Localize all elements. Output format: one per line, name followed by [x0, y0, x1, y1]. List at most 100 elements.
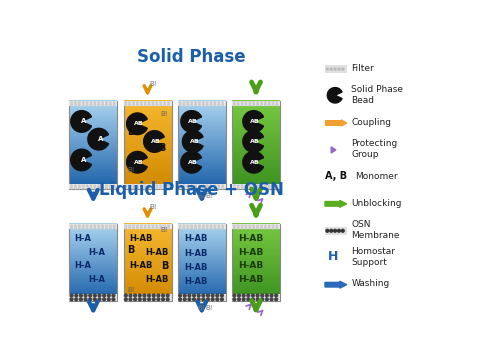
Bar: [232, 171, 280, 174]
Bar: [123, 273, 172, 276]
Wedge shape: [243, 131, 264, 152]
Circle shape: [70, 294, 73, 297]
Bar: [123, 134, 172, 136]
Circle shape: [168, 104, 169, 106]
Circle shape: [106, 228, 107, 229]
Bar: [232, 260, 280, 262]
Circle shape: [187, 185, 188, 186]
Circle shape: [191, 104, 192, 106]
Text: B!: B!: [161, 226, 168, 233]
Bar: [232, 140, 280, 143]
Circle shape: [216, 298, 218, 301]
Circle shape: [89, 298, 92, 301]
Text: B: B: [158, 143, 166, 153]
Circle shape: [129, 187, 130, 189]
Bar: [123, 122, 172, 125]
Text: A, B: A, B: [325, 171, 347, 181]
Bar: [178, 134, 226, 136]
Bar: [232, 243, 280, 245]
Circle shape: [148, 104, 150, 106]
Circle shape: [162, 298, 164, 301]
Bar: [69, 178, 117, 180]
Bar: [123, 276, 172, 278]
Circle shape: [125, 185, 126, 186]
Bar: [178, 277, 226, 280]
Bar: [232, 109, 280, 112]
Bar: [69, 233, 117, 236]
Circle shape: [241, 185, 243, 186]
Bar: [232, 173, 280, 176]
Circle shape: [210, 225, 212, 226]
Circle shape: [269, 228, 270, 229]
Text: AB: AB: [250, 139, 260, 144]
Circle shape: [125, 102, 126, 103]
Bar: [123, 120, 172, 123]
Circle shape: [218, 228, 219, 229]
Text: B!: B!: [150, 204, 157, 210]
Text: B!: B!: [127, 167, 135, 173]
Bar: [178, 283, 226, 285]
Bar: [232, 250, 280, 253]
Bar: [178, 111, 226, 114]
Circle shape: [110, 185, 111, 186]
Circle shape: [203, 102, 204, 103]
Circle shape: [98, 294, 101, 297]
Bar: [69, 136, 117, 138]
Bar: [232, 235, 280, 237]
Text: H-A: H-A: [74, 234, 91, 243]
Circle shape: [195, 185, 196, 186]
Circle shape: [83, 104, 84, 106]
Bar: [69, 293, 117, 295]
Text: OSN
Membrane: OSN Membrane: [351, 220, 400, 240]
Bar: [69, 101, 117, 106]
Bar: [232, 289, 280, 291]
Circle shape: [83, 102, 84, 103]
Circle shape: [103, 294, 105, 297]
Circle shape: [338, 68, 340, 70]
Circle shape: [93, 294, 96, 297]
Bar: [69, 175, 117, 178]
Circle shape: [214, 102, 215, 103]
Bar: [232, 297, 280, 299]
Bar: [69, 187, 117, 189]
Circle shape: [137, 104, 138, 106]
Bar: [123, 129, 172, 132]
FancyArrow shape: [325, 200, 347, 207]
Circle shape: [166, 294, 169, 297]
Bar: [69, 279, 117, 282]
Circle shape: [197, 294, 200, 297]
Bar: [178, 250, 226, 253]
Bar: [123, 231, 172, 233]
Bar: [69, 118, 117, 120]
Bar: [123, 182, 172, 185]
Circle shape: [71, 104, 72, 106]
Circle shape: [156, 104, 157, 106]
Circle shape: [247, 294, 249, 297]
Bar: [232, 101, 280, 106]
Bar: [69, 241, 117, 243]
Circle shape: [222, 104, 223, 106]
Circle shape: [98, 225, 99, 226]
Circle shape: [90, 102, 92, 103]
Circle shape: [245, 225, 246, 226]
Circle shape: [265, 187, 266, 189]
Text: H-AB: H-AB: [184, 234, 207, 243]
Circle shape: [191, 187, 192, 189]
Bar: [178, 224, 226, 229]
Bar: [232, 245, 280, 247]
Text: H-AB: H-AB: [130, 234, 153, 243]
Bar: [123, 184, 172, 189]
Circle shape: [86, 187, 88, 189]
Bar: [178, 187, 226, 189]
Circle shape: [141, 185, 142, 186]
Circle shape: [179, 102, 181, 103]
Bar: [232, 122, 280, 125]
Circle shape: [141, 228, 142, 229]
Circle shape: [241, 102, 243, 103]
Bar: [232, 151, 280, 154]
Text: Homostar
Support: Homostar Support: [351, 247, 396, 267]
Circle shape: [238, 102, 239, 103]
Bar: [232, 287, 280, 289]
Circle shape: [234, 228, 235, 229]
Bar: [123, 295, 172, 297]
